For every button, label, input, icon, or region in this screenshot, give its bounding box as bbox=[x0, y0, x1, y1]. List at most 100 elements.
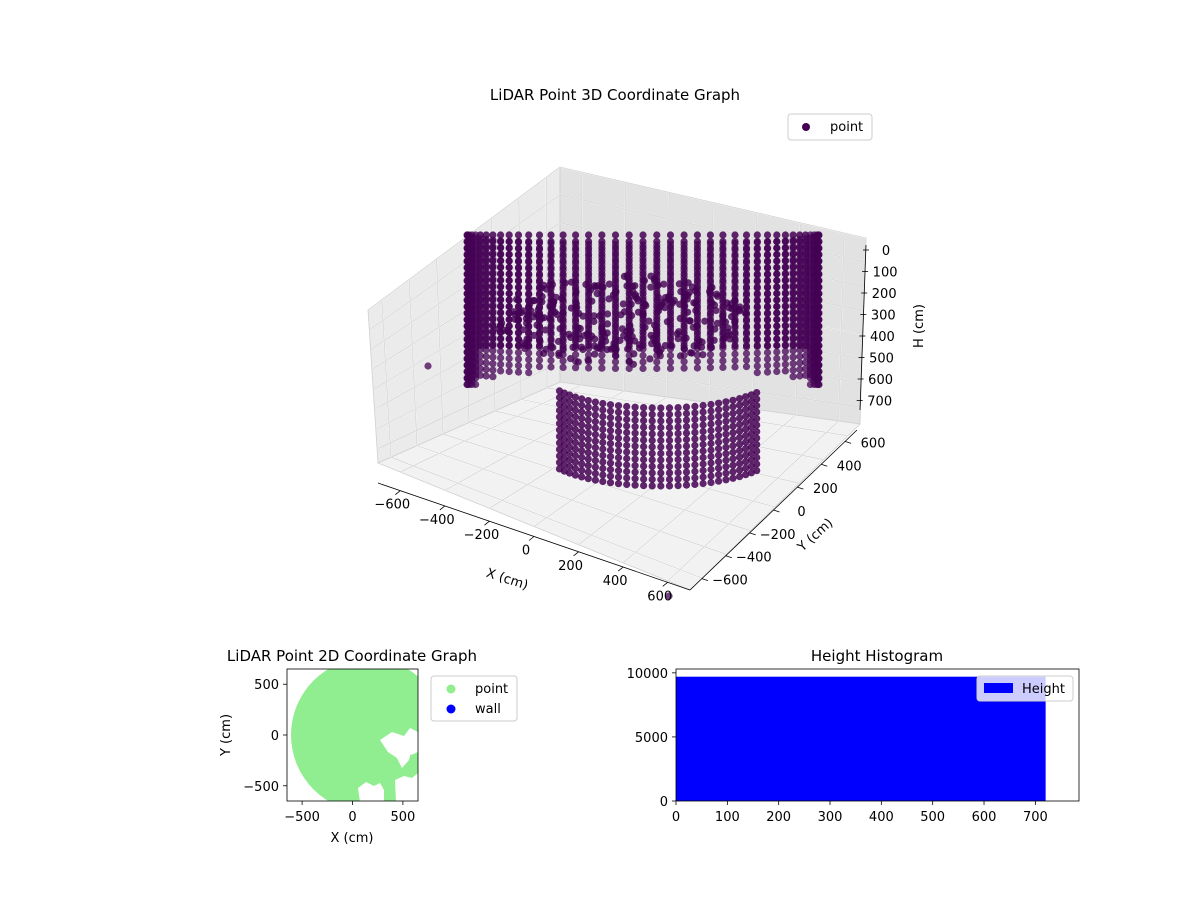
lidar-point bbox=[556, 400, 563, 407]
lidar-point bbox=[612, 319, 619, 326]
lidar-point bbox=[743, 324, 750, 331]
lidar-point bbox=[560, 286, 567, 293]
lidar-point bbox=[483, 372, 490, 379]
lidar-point bbox=[754, 298, 761, 305]
lidar-point bbox=[588, 333, 595, 340]
lidar-point bbox=[513, 296, 520, 303]
lidar-point bbox=[691, 435, 698, 442]
y-tick-label-3d: 400 bbox=[837, 459, 862, 474]
lidar-point bbox=[655, 282, 662, 289]
lidar-point bbox=[694, 267, 701, 274]
lidar-point bbox=[681, 365, 688, 372]
lidar-point bbox=[612, 326, 619, 333]
lidar-point bbox=[497, 367, 504, 374]
x-tick-label-histogram: 700 bbox=[1023, 810, 1048, 825]
lidar-point bbox=[483, 320, 490, 327]
lidar-point bbox=[764, 317, 771, 324]
lidar-point bbox=[497, 263, 504, 270]
lidar-point bbox=[674, 330, 681, 337]
lidar-point bbox=[631, 337, 638, 344]
lidar-point bbox=[754, 350, 761, 357]
lidar-point bbox=[640, 404, 647, 411]
lidar-point bbox=[483, 359, 490, 366]
lidar-point bbox=[754, 278, 761, 285]
lidar-point bbox=[754, 259, 761, 266]
lidar-point bbox=[743, 337, 750, 344]
lidar-point bbox=[790, 289, 797, 296]
lidar-point bbox=[567, 334, 574, 341]
lidar-point bbox=[604, 329, 611, 336]
lidar-point bbox=[742, 413, 749, 420]
lidar-point bbox=[506, 264, 513, 271]
lidar-point bbox=[549, 306, 556, 313]
lidar-point bbox=[707, 351, 714, 358]
lidar-point bbox=[729, 462, 736, 469]
lidar-point bbox=[683, 469, 690, 476]
lidar-point bbox=[612, 274, 619, 281]
lidar-point bbox=[623, 422, 630, 429]
lidar-point bbox=[715, 478, 722, 485]
lidar-point bbox=[653, 261, 660, 268]
lidar-point bbox=[585, 241, 592, 248]
lidar-point bbox=[764, 278, 771, 285]
lidar-point bbox=[773, 244, 780, 251]
lidar-point bbox=[647, 284, 654, 291]
lidar-point bbox=[489, 295, 496, 302]
lidar-point bbox=[773, 348, 780, 355]
lidar-point bbox=[731, 318, 738, 325]
lidar-point bbox=[742, 393, 749, 400]
lidar-point bbox=[657, 482, 664, 489]
lidar-point bbox=[599, 458, 606, 465]
lidar-point bbox=[790, 341, 797, 348]
legend-3d: point bbox=[788, 114, 872, 140]
lidar-point bbox=[681, 345, 688, 352]
x-axis-label-3d: X (cm) bbox=[484, 566, 530, 594]
lidar-point bbox=[649, 482, 656, 489]
y-tick-mark bbox=[774, 510, 780, 512]
lidar-point bbox=[715, 452, 722, 459]
lidar-point bbox=[579, 346, 586, 353]
lidar-point bbox=[790, 295, 797, 302]
lidar-point bbox=[623, 429, 630, 436]
lidar-point bbox=[612, 241, 619, 248]
lidar-point bbox=[615, 409, 622, 416]
lidar-point bbox=[790, 328, 797, 335]
lidar-point bbox=[691, 429, 698, 436]
lidar-point bbox=[815, 265, 822, 272]
lidar-point bbox=[489, 347, 496, 354]
lidar-point bbox=[743, 266, 750, 273]
lidar-point bbox=[790, 308, 797, 315]
lidar-point bbox=[683, 335, 690, 342]
lidar-point bbox=[722, 437, 729, 444]
lidar-point bbox=[719, 357, 726, 364]
lidar-point bbox=[683, 410, 690, 417]
lidar-point bbox=[649, 424, 656, 431]
lidar-point bbox=[713, 291, 720, 298]
lidar-point bbox=[700, 480, 707, 487]
lidar-point bbox=[782, 270, 789, 277]
lidar-point bbox=[666, 411, 673, 418]
lidar-point bbox=[657, 463, 664, 470]
lidar-point bbox=[536, 363, 543, 370]
lidar-point bbox=[585, 462, 592, 469]
lidar-point bbox=[742, 432, 749, 439]
lidar-point bbox=[729, 410, 736, 417]
lidar-point bbox=[556, 387, 563, 394]
lidar-point bbox=[527, 307, 534, 314]
lidar-point bbox=[684, 292, 691, 299]
lidar-point bbox=[585, 430, 592, 437]
lidar-point bbox=[632, 291, 639, 298]
lidar-point bbox=[483, 294, 490, 301]
lidar-point bbox=[675, 476, 682, 483]
lidar-point bbox=[667, 287, 674, 294]
lidar-point bbox=[707, 466, 714, 473]
lidar-point bbox=[754, 246, 761, 253]
lidar-point bbox=[782, 367, 789, 374]
lidar-point bbox=[598, 231, 605, 238]
lidar-point bbox=[782, 289, 789, 296]
lidar-point bbox=[572, 241, 579, 248]
lidar-point bbox=[653, 248, 660, 255]
lidar-point bbox=[736, 402, 743, 409]
x-tick-mark bbox=[574, 552, 579, 556]
lidar-point bbox=[742, 419, 749, 426]
